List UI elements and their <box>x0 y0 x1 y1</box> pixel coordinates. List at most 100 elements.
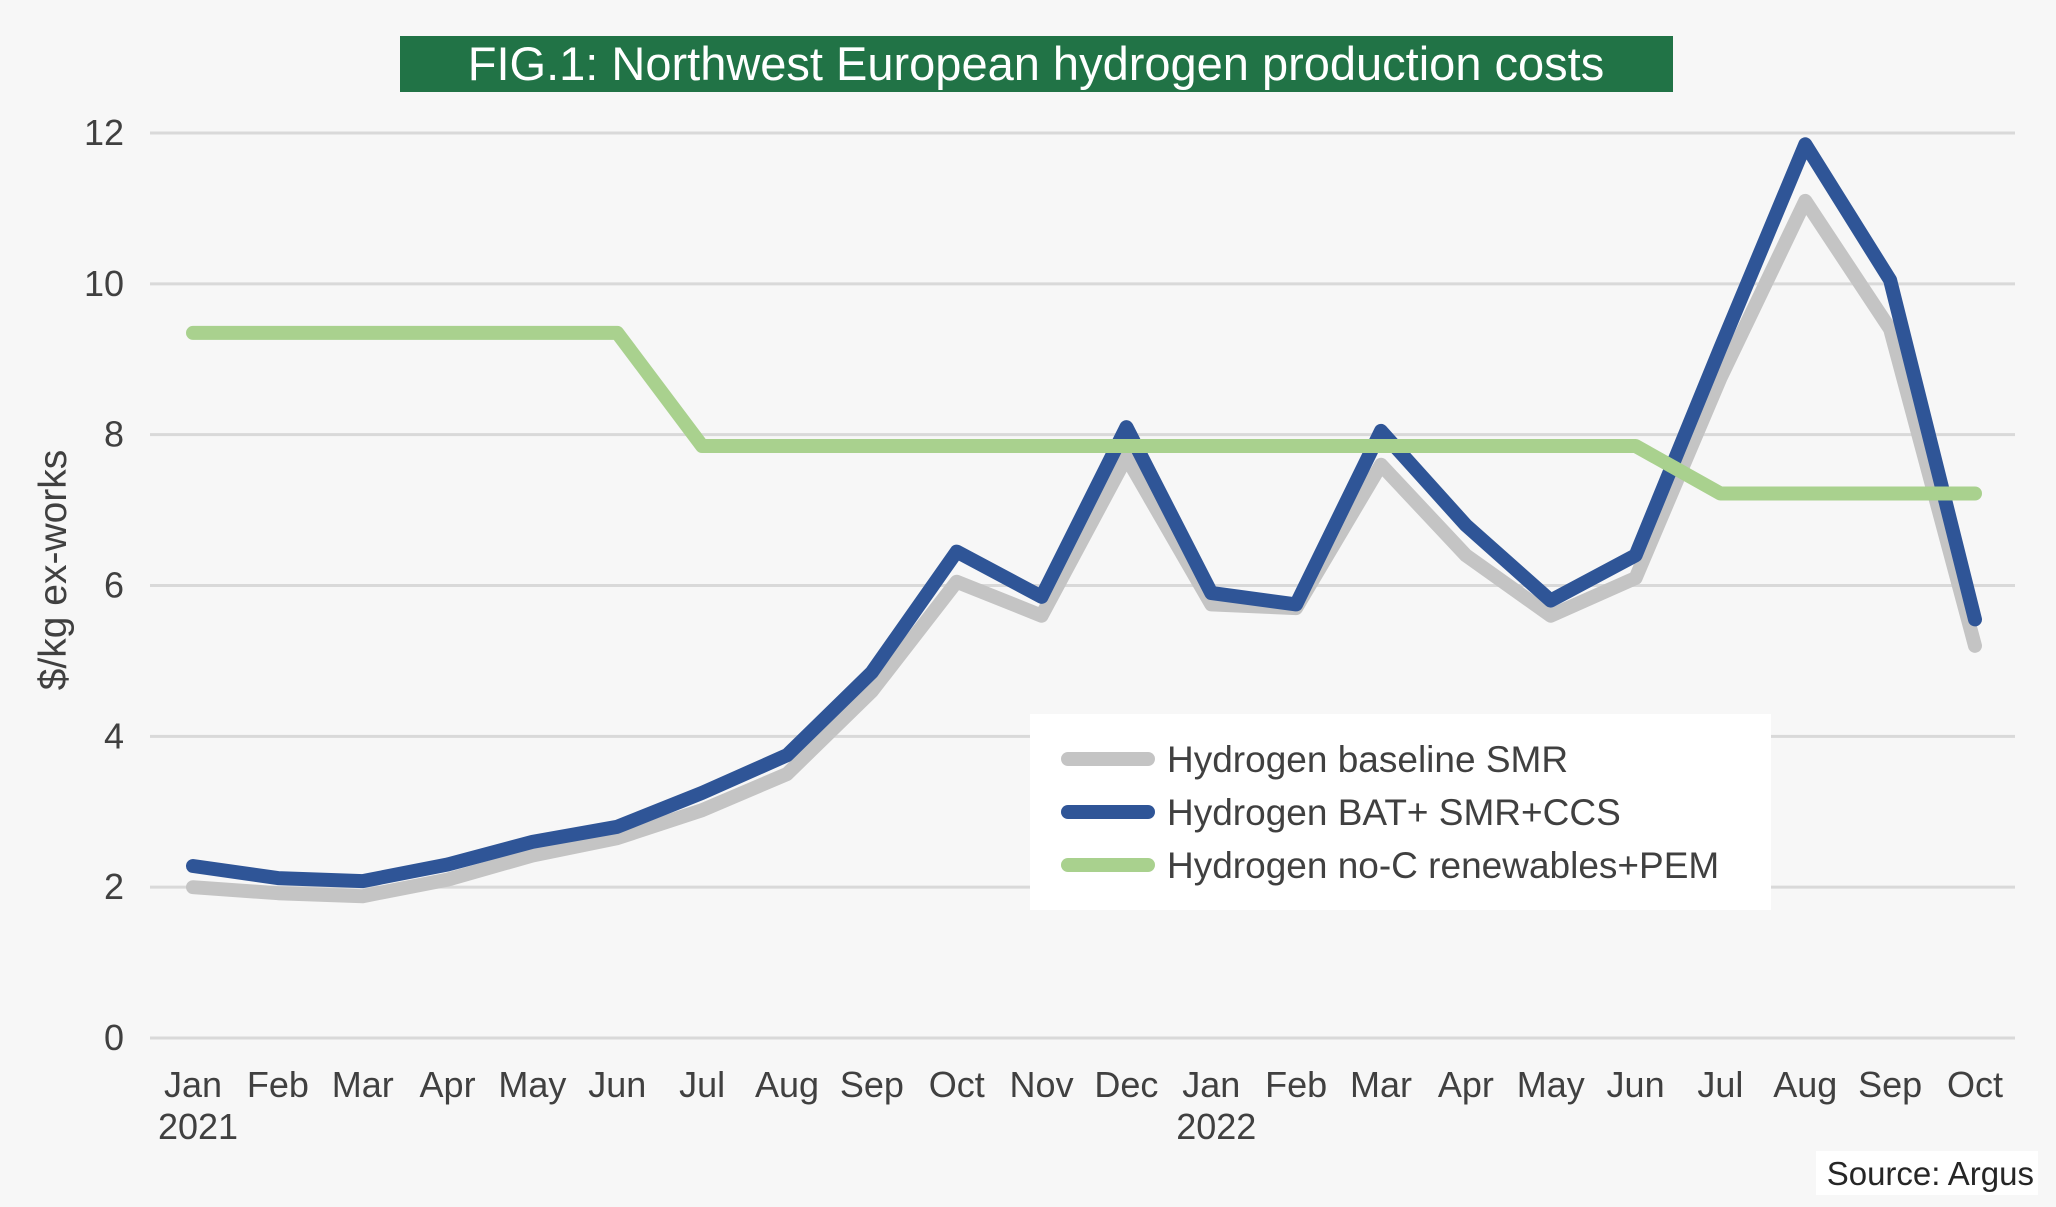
y-tick-labels: 0 2 4 6 8 10 12 <box>84 112 124 1058</box>
source-label: Source: Argus <box>1827 1155 2034 1192</box>
x-tick-label-0: Jan <box>164 1064 222 1105</box>
data-point-2-10 <box>1041 445 1043 447</box>
x-tick-label-17: Jun <box>1607 1064 1665 1105</box>
x-tick-label-16: May <box>1517 1064 1585 1105</box>
y-tick-label-6: 6 <box>104 565 124 606</box>
data-point-1-10 <box>1041 596 1043 598</box>
data-point-2-18 <box>1719 492 1721 494</box>
x-tick-label-5: Jun <box>588 1064 646 1105</box>
data-point-2-16 <box>1550 445 1552 447</box>
x-tick-label-3: Apr <box>420 1064 476 1105</box>
y-tick-label-12: 12 <box>84 112 124 153</box>
data-point-2-15 <box>1465 445 1467 447</box>
data-point-2-0 <box>192 332 194 334</box>
data-point-1-19 <box>1804 143 1806 145</box>
data-point-2-13 <box>1295 445 1297 447</box>
x-tick-label-19: Aug <box>1773 1064 1837 1105</box>
data-point-2-1 <box>277 332 279 334</box>
data-point-2-17 <box>1635 445 1637 447</box>
data-point-1-3 <box>447 864 449 866</box>
data-point-0-4 <box>531 854 533 856</box>
data-point-2-20 <box>1889 492 1891 494</box>
x-tick-labels: Jan Feb Mar Apr May Jun Jul Aug Sep Oct Nov Dec Jan F… <box>158 1064 2003 1147</box>
data-point-2-9 <box>956 445 958 447</box>
data-point-0-14 <box>1380 464 1382 466</box>
data-point-1-11 <box>1125 426 1127 428</box>
data-point-0-17 <box>1635 577 1637 579</box>
data-point-1-2 <box>362 880 364 882</box>
data-point-2-5 <box>616 332 618 334</box>
legend-label-0: Hydrogen baseline SMR <box>1167 739 1568 780</box>
x-tick-label-21: Oct <box>1947 1064 2003 1105</box>
legend-label-1: Hydrogen BAT+ SMR+CCS <box>1167 792 1621 833</box>
data-point-0-7 <box>786 773 788 775</box>
data-point-1-15 <box>1465 524 1467 526</box>
x-tick-label-2: Mar <box>332 1064 394 1105</box>
data-point-1-4 <box>531 841 533 843</box>
x-tick-label-6: Jul <box>679 1064 725 1105</box>
data-point-1-21 <box>1974 618 1976 620</box>
y-tick-label-4: 4 <box>104 715 124 756</box>
data-point-1-5 <box>616 826 618 828</box>
x-year-label-2022: 2022 <box>1176 1106 1256 1147</box>
y-tick-label-2: 2 <box>104 866 124 907</box>
x-tick-label-8: Sep <box>840 1064 904 1105</box>
data-point-1-18 <box>1719 347 1721 349</box>
data-point-1-0 <box>192 865 194 867</box>
x-tick-label-15: Apr <box>1438 1064 1494 1105</box>
data-point-2-14 <box>1380 445 1382 447</box>
data-point-0-11 <box>1125 456 1127 458</box>
data-point-1-17 <box>1635 554 1637 556</box>
data-point-2-2 <box>362 332 364 334</box>
x-year-label-2021: 2021 <box>158 1106 238 1147</box>
x-tick-label-7: Aug <box>755 1064 819 1105</box>
data-point-0-8 <box>871 690 873 692</box>
data-point-2-7 <box>786 445 788 447</box>
data-point-0-21 <box>1974 645 1976 647</box>
data-point-2-6 <box>701 445 703 447</box>
x-tick-label-4: May <box>498 1064 566 1105</box>
data-point-1-9 <box>956 551 958 553</box>
chart-title: FIG.1: Northwest European hydrogen produ… <box>468 37 1604 90</box>
data-point-1-20 <box>1889 279 1891 281</box>
x-tick-label-13: Feb <box>1265 1064 1327 1105</box>
data-point-1-8 <box>871 671 873 673</box>
data-point-1-6 <box>701 792 703 794</box>
data-point-0-16 <box>1550 615 1552 617</box>
data-point-0-2 <box>362 895 364 897</box>
x-tick-label-9: Oct <box>929 1064 985 1105</box>
data-point-0-9 <box>956 581 958 583</box>
data-point-2-8 <box>871 445 873 447</box>
y-tick-label-0: 0 <box>104 1017 124 1058</box>
data-point-0-10 <box>1041 615 1043 617</box>
data-point-1-16 <box>1550 600 1552 602</box>
data-point-2-21 <box>1974 492 1976 494</box>
data-point-2-11 <box>1125 445 1127 447</box>
data-point-0-19 <box>1804 200 1806 202</box>
data-point-0-12 <box>1210 603 1212 605</box>
legend-label-2: Hydrogen no-C renewables+PEM <box>1167 845 1719 886</box>
y-tick-label-8: 8 <box>104 414 124 455</box>
data-point-0-20 <box>1889 328 1891 330</box>
data-point-1-14 <box>1380 430 1382 432</box>
x-tick-label-20: Sep <box>1858 1064 1922 1105</box>
x-tick-label-14: Mar <box>1350 1064 1412 1105</box>
x-tick-label-1: Feb <box>247 1064 309 1105</box>
data-point-1-1 <box>277 877 279 879</box>
data-point-1-13 <box>1295 603 1297 605</box>
y-tick-label-10: 10 <box>84 263 124 304</box>
chart: FIG.1: Northwest European hydrogen produ… <box>0 0 2056 1207</box>
data-point-1-7 <box>786 754 788 756</box>
data-point-2-3 <box>447 332 449 334</box>
data-point-2-12 <box>1210 445 1212 447</box>
x-tick-label-18: Jul <box>1697 1064 1743 1105</box>
data-point-0-15 <box>1465 554 1467 556</box>
data-point-0-18 <box>1719 377 1721 379</box>
data-point-0-6 <box>701 809 703 811</box>
data-point-2-4 <box>531 332 533 334</box>
data-point-0-1 <box>277 892 279 894</box>
data-point-0-0 <box>192 886 194 888</box>
x-tick-label-12: Jan <box>1182 1064 1240 1105</box>
data-point-1-12 <box>1210 592 1212 594</box>
x-tick-label-11: Dec <box>1094 1064 1158 1105</box>
